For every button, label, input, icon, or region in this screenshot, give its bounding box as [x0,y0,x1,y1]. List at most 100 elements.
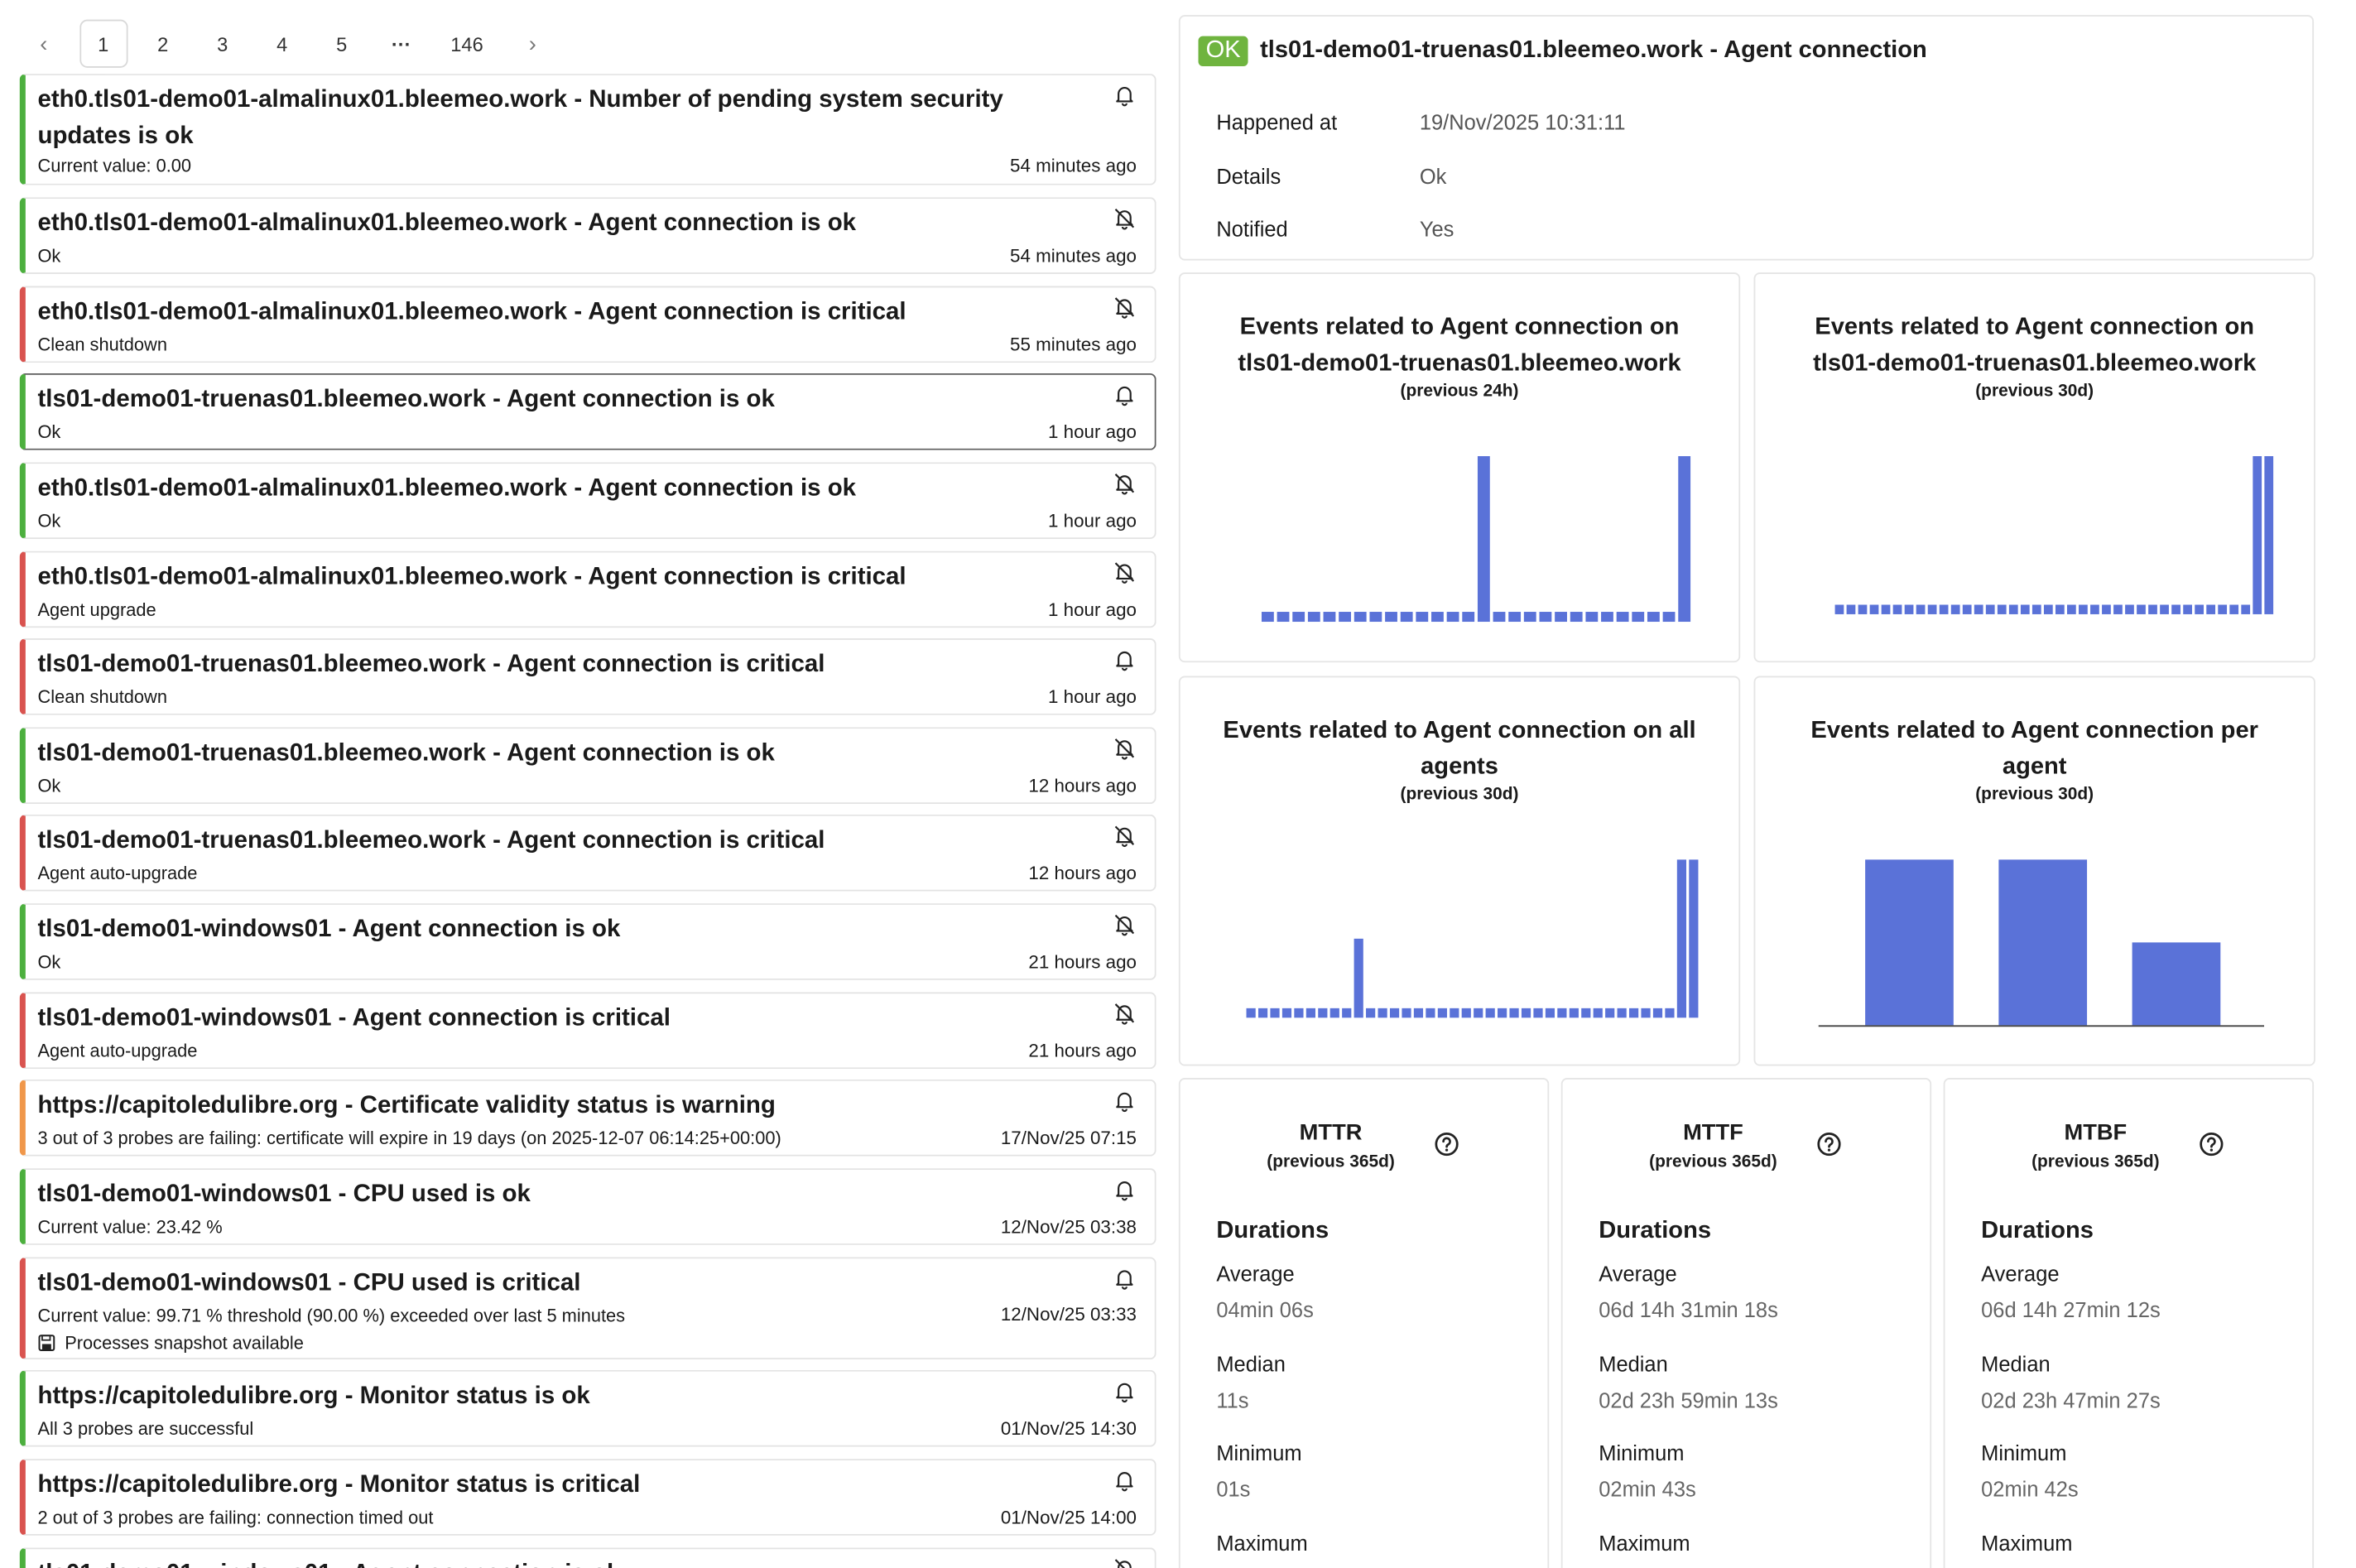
chart-bar[interactable] [2102,604,2111,614]
chart-bar[interactable] [1509,1008,1519,1018]
event-item[interactable]: tls01-demo01-windows01 - Agent connectio… [19,903,1156,980]
chart-bar[interactable] [1450,1008,1459,1018]
chart-bar[interactable] [1834,604,1844,614]
page-4-button[interactable]: 4 [276,32,288,55]
chart-bar[interactable] [2160,604,2169,614]
chart-bar[interactable] [1426,1008,1435,1018]
processes-snapshot-link[interactable]: Processes snapshot available [37,1332,304,1354]
chart-bar[interactable] [1616,612,1629,623]
chart-bar[interactable] [1665,1008,1675,1018]
chart-bar[interactable] [2241,604,2251,614]
chart-bar[interactable] [1647,612,1660,623]
chart-bar[interactable] [1629,1008,1639,1018]
chart-bar[interactable] [1366,1008,1376,1018]
bell-off-icon[interactable] [1113,911,1137,938]
chart-bar[interactable] [1533,1008,1543,1018]
chart-bar[interactable] [1593,1008,1603,1018]
chart-bar[interactable] [2055,604,2065,614]
chart-bar[interactable] [1950,604,1960,614]
chart-bar[interactable] [2137,604,2146,614]
chart-bar[interactable] [1632,612,1645,623]
chart-bar[interactable] [1539,612,1552,623]
bell-icon[interactable] [1113,646,1137,673]
chart-bar[interactable] [2125,604,2134,614]
chart-bar[interactable] [1353,938,1363,1018]
chart-bar[interactable] [1508,612,1522,623]
bell-off-icon[interactable] [1113,734,1137,762]
chart-bar[interactable] [1485,1008,1495,1018]
chart-bar[interactable] [1689,859,1699,1018]
chart-bar[interactable] [1601,612,1613,623]
chart-bar[interactable] [1962,604,1972,614]
event-item[interactable]: https://capitoledulibre.org - Monitor st… [19,1369,1156,1447]
next-page-button[interactable]: › [528,31,536,57]
chart-bar[interactable] [1974,604,1983,614]
chart-bar[interactable] [1474,1008,1483,1018]
chart-bar[interactable] [1569,1008,1579,1018]
event-item[interactable]: tls01-demo01-windows01 - CPU used is cri… [19,1257,1156,1360]
bell-off-icon[interactable] [1113,294,1137,321]
page-1-button[interactable]: 1 [79,19,127,68]
chart-bar[interactable] [1493,612,1506,623]
chart-bar[interactable] [2264,456,2274,614]
bell-icon[interactable] [1113,1176,1137,1203]
chart-bar[interactable] [1353,612,1367,623]
chart-bar[interactable] [1281,1008,1292,1018]
event-item[interactable]: eth0.tls01-demo01-almalinux01.bleemeo.wo… [19,197,1156,274]
chart-bar[interactable] [1521,1008,1531,1018]
chart-bar[interactable] [1927,604,1937,614]
chart-bar[interactable] [1869,604,1879,614]
chart-bar[interactable] [2031,604,2041,614]
page-5-button[interactable]: 5 [336,32,348,55]
chart-bar[interactable] [1318,1008,1328,1018]
event-item[interactable]: eth0.tls01-demo01-almalinux01.bleemeo.wo… [19,551,1156,628]
chart-bar[interactable] [1555,612,1567,623]
event-item[interactable]: tls01-demo01-windows01 - Agent connectio… [19,992,1156,1070]
chart-bar[interactable] [1270,1008,1280,1018]
chart-bar[interactable] [2253,456,2262,614]
chart-bar[interactable] [1339,612,1352,623]
bell-icon[interactable] [1113,1265,1137,1292]
bell-off-icon[interactable] [1113,822,1137,849]
chart-bar[interactable] [1523,612,1536,623]
event-item[interactable]: eth0.tls01-demo01-almalinux01.bleemeo.wo… [19,286,1156,363]
chart-bar[interactable] [2229,604,2239,614]
chart-bar[interactable] [1998,859,2088,1026]
chart-bar[interactable] [2090,604,2099,614]
chart-bar[interactable] [1662,612,1676,623]
chart-bar[interactable] [1881,604,1891,614]
bell-icon[interactable] [1113,81,1137,108]
chart-bar[interactable] [1257,1008,1268,1018]
chart-bar[interactable] [1246,1008,1256,1018]
event-item[interactable]: https://capitoledulibre.org - Certificat… [19,1079,1156,1157]
chart-bar[interactable] [1676,859,1687,1018]
help-icon[interactable] [1817,1132,1841,1157]
chart-bar[interactable] [1329,1008,1339,1018]
chart-bar[interactable] [2079,604,2088,614]
chart-bar[interactable] [1323,612,1336,623]
event-item[interactable]: tls01-demo01-windows01 - Agent connectio… [19,1547,1156,1568]
chart-bar[interactable] [1498,1008,1507,1018]
chart-bar[interactable] [1641,1008,1651,1018]
chart-bar[interactable] [2171,604,2181,614]
chart-bar[interactable] [1892,604,1902,614]
bell-off-icon[interactable] [1113,469,1137,497]
chart-bar[interactable] [1605,1008,1615,1018]
chart-bar[interactable] [2183,604,2192,614]
chart-bar[interactable] [2148,604,2157,614]
bell-off-icon[interactable] [1113,204,1137,232]
chart-bar[interactable] [1846,604,1856,614]
chart-bar[interactable] [1294,1008,1304,1018]
bell-icon[interactable] [1113,1378,1137,1405]
bell-icon[interactable] [1113,381,1137,408]
chart-bar[interactable] [1305,1008,1315,1018]
chart-bar[interactable] [2206,604,2216,614]
bell-icon[interactable] [1113,1087,1137,1114]
event-item[interactable]: tls01-demo01-windows01 - CPU used is ok C… [19,1168,1156,1245]
chart-bar[interactable] [2195,604,2204,614]
chart-bar[interactable] [1277,612,1290,623]
more-pages-button[interactable]: ··· [391,32,411,55]
page-2-button[interactable]: 2 [157,32,169,55]
chart-bar[interactable] [2218,604,2228,614]
chart-bar[interactable] [1446,612,1459,623]
